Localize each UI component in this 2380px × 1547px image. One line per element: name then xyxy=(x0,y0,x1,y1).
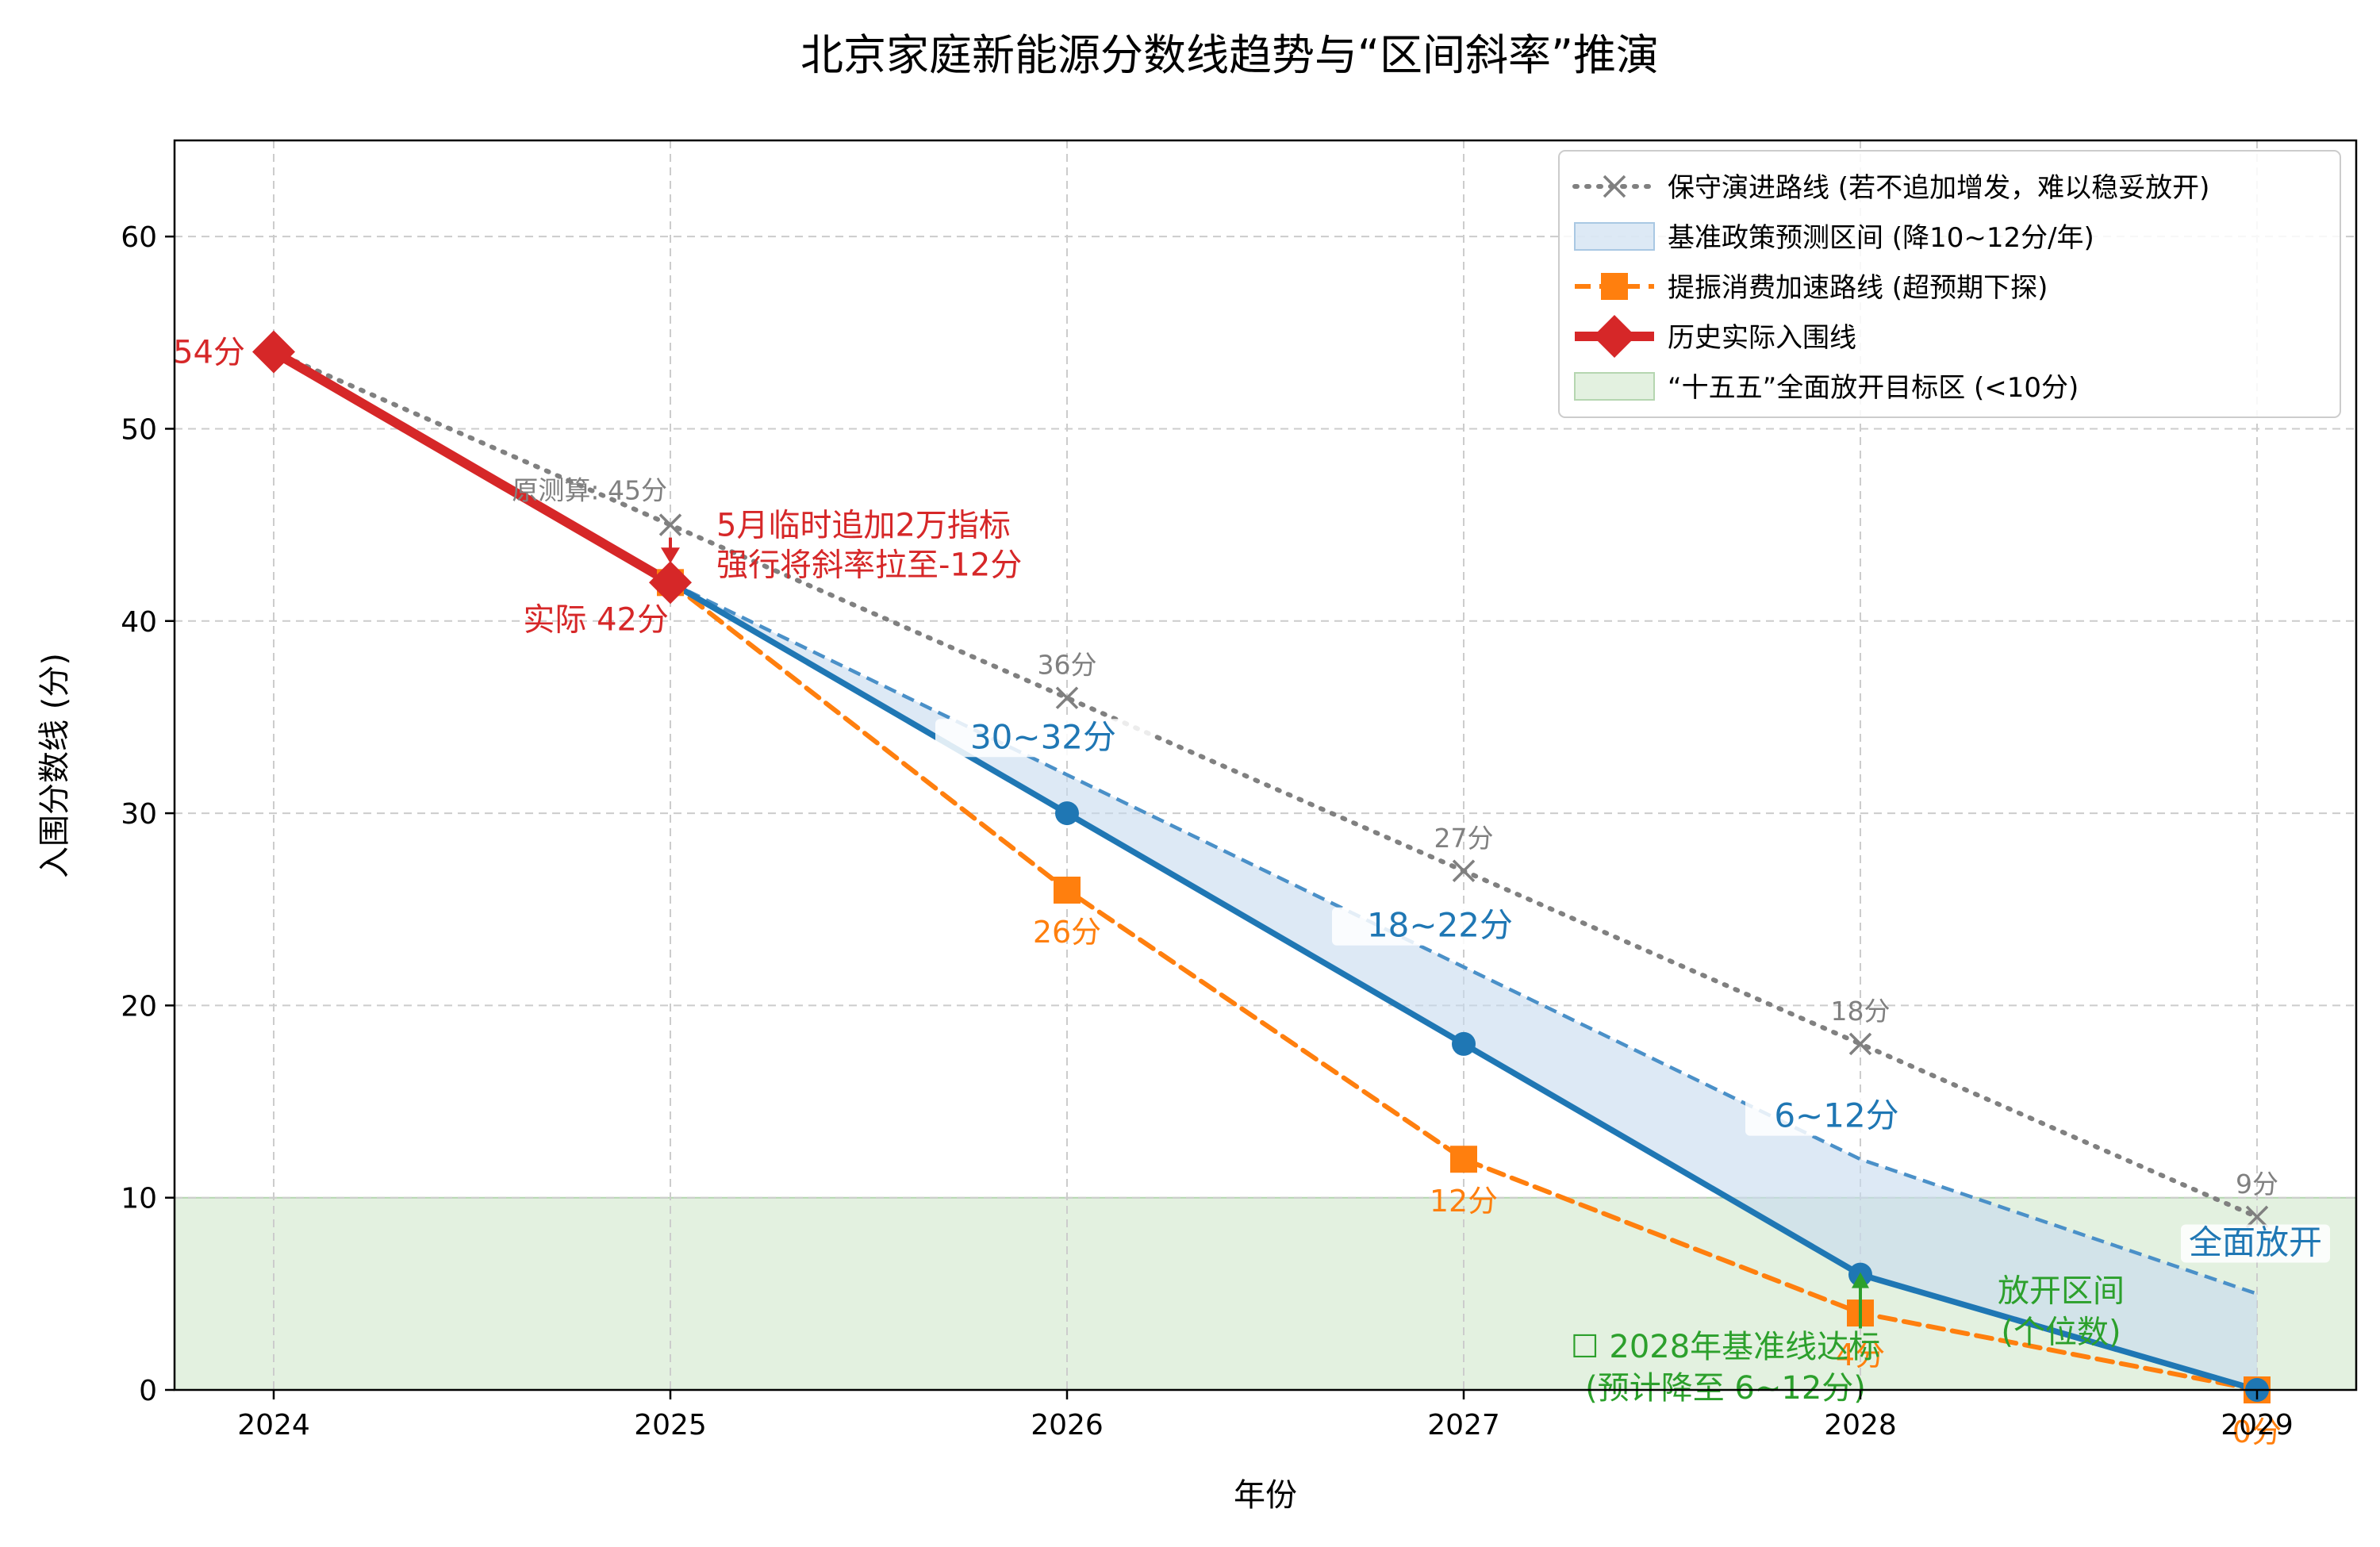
hist-2025-label: 实际 42分 xyxy=(523,601,669,638)
reach-note-2: (预计降至 6~12分) xyxy=(1585,1370,1866,1407)
plot-frame xyxy=(173,139,2358,1392)
x-stroke xyxy=(2245,1205,2269,1229)
conservative-point xyxy=(1452,859,1476,883)
y-tick-label: 60 xyxy=(121,221,157,254)
conservative-point xyxy=(1848,1032,1872,1056)
band-value-label: 6~12分 xyxy=(1774,1096,1898,1135)
accelerated-point xyxy=(1450,1146,1477,1173)
accelerated-value-label: 12分 xyxy=(1430,1184,1498,1219)
open-note-1: 放开区间 xyxy=(1998,1273,2125,1310)
band-value-label: 30~32分 xyxy=(970,717,1116,756)
y-tick-label: 0 xyxy=(139,1375,157,1407)
baseline-band-area xyxy=(670,582,2257,1390)
open-note-2: (个位数) xyxy=(2001,1315,2121,1351)
band-label-bg xyxy=(2181,1224,2330,1263)
x-tick-label: 2024 xyxy=(237,1409,310,1441)
accelerated-line xyxy=(668,580,2259,1392)
legend-marker-accelerated xyxy=(1601,273,1628,300)
conservative-line xyxy=(271,349,2259,1219)
x-stroke xyxy=(1603,175,1626,198)
accelerated-value-label: 0分 xyxy=(2232,1415,2282,1449)
baseline-point xyxy=(1055,801,1079,826)
legend-label-baseline_band: 基准政策预测区间 (降10~12分/年) xyxy=(1668,222,2094,254)
y-axis-label: 入围分数线 (分) xyxy=(36,653,73,878)
accelerated-value-label: 4分 xyxy=(1836,1338,1885,1372)
policy-arrow-head xyxy=(661,547,680,564)
x-stroke xyxy=(1848,1032,1872,1056)
conservative-value-label: 9分 xyxy=(2236,1169,2278,1200)
orig-calc-label: 原测算: 45分 xyxy=(512,475,667,506)
legend-swatch-target xyxy=(1574,372,1655,401)
historical-line xyxy=(269,347,675,588)
reach-note-1: ☐ 2028年基准线达标 xyxy=(1571,1329,1880,1365)
baseline-band-upper xyxy=(670,581,2258,1296)
legend-label-accelerated: 提振消费加速路线 (超预期下探) xyxy=(1668,272,2048,304)
reach-arrow-head xyxy=(1852,1272,1869,1288)
historical-point xyxy=(649,561,692,605)
baseline-point xyxy=(1452,1031,1476,1056)
x-tick-label: 2029 xyxy=(2221,1409,2294,1441)
band-label-bg xyxy=(935,719,1151,758)
accelerated-value-label: 26分 xyxy=(1033,915,1101,950)
x-tick-label: 2028 xyxy=(1824,1409,1897,1441)
conservative-value-label: 27分 xyxy=(1434,823,1494,854)
legend-label-historical: 历史实际入围线 xyxy=(1668,322,1856,354)
band-label-bg xyxy=(1332,907,1548,946)
conservative-value-label: 18分 xyxy=(1831,996,1891,1027)
y-tick-label: 30 xyxy=(121,798,157,831)
legend-box xyxy=(1558,150,2341,418)
x-tick-label: 2025 xyxy=(634,1409,707,1441)
conservative-point xyxy=(2245,1205,2269,1229)
y-tick-label: 20 xyxy=(121,990,157,1023)
conservative-point xyxy=(658,513,682,536)
x-tick-label: 2027 xyxy=(1427,1409,1500,1441)
band-value-label: 18~22分 xyxy=(1367,906,1513,945)
x-axis-label: 年份 xyxy=(1234,1477,1297,1514)
conservative-point xyxy=(1055,686,1079,709)
x-tick-label: 2026 xyxy=(1031,1409,1104,1441)
legend-label-target_zone: “十五五”全面放开目标区 (<10分) xyxy=(1668,372,2079,404)
x-stroke xyxy=(658,513,682,536)
x-stroke xyxy=(1452,859,1476,883)
chart-title: 北京家庭新能源分数线趋势与“区间斜率”推演 xyxy=(800,30,1659,80)
band-value-label: 全面放开 xyxy=(2189,1223,2322,1262)
x-stroke xyxy=(1055,686,1079,709)
band-label-bg xyxy=(1745,1097,1928,1136)
y-tick-label: 50 xyxy=(121,413,157,446)
y-tick-label: 40 xyxy=(121,606,157,639)
policy-note-1: 5月临时追加2万指标 xyxy=(716,508,1011,544)
y-tick-label: 10 xyxy=(121,1183,157,1215)
legend-marker-conservative xyxy=(1603,175,1626,198)
legend-swatch-band xyxy=(1574,222,1655,251)
accelerated-point xyxy=(1054,877,1081,904)
conservative-value-label: 36分 xyxy=(1038,650,1097,681)
hist-2024-label: 54分 xyxy=(173,335,245,371)
legend-marker-historical xyxy=(1593,315,1636,358)
policy-note-2: 强行将斜率拉至-12分 xyxy=(716,547,1022,584)
legend-label-conservative: 保守演进路线 (若不追加增发，难以稳妥放开) xyxy=(1668,172,2209,204)
legend: 保守演进路线 (若不追加增发，难以稳妥放开) 基准政策预测区间 (降10~12分/… xyxy=(1558,150,2341,418)
historical-point xyxy=(252,330,295,374)
